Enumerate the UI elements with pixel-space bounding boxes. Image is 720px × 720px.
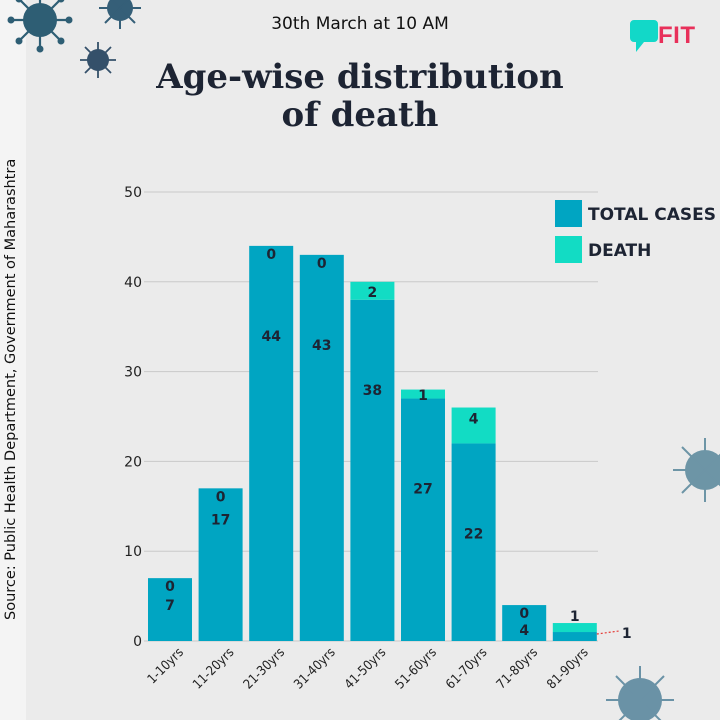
bar-death: [350, 281, 395, 300]
date-subtitle: 30th March at 10 AM: [271, 14, 449, 34]
bar-death: [552, 623, 597, 633]
death-data-label: 0: [519, 606, 529, 622]
logo-text: FIT: [658, 22, 696, 49]
x-tick-label: 81-90yrs: [544, 645, 591, 692]
fit-logo-icon: [630, 20, 658, 52]
legend-swatch: [555, 200, 582, 227]
x-tick-label: 71-80yrs: [494, 645, 541, 692]
total-cases-data-label: 7: [165, 598, 175, 614]
x-tick-label: 41-50yrs: [342, 645, 389, 692]
bar-death: [451, 407, 496, 444]
leader-line: [596, 630, 619, 635]
outside-data-label: 1: [622, 626, 632, 642]
death-data-label: 2: [368, 285, 378, 301]
death-data-label: 0: [165, 579, 175, 595]
y-tick-label: 50: [124, 185, 142, 201]
x-tick-label: 61-70yrs: [443, 645, 490, 692]
bars: [148, 245, 597, 642]
total-cases-data-label: 38: [363, 383, 382, 399]
x-tick-label: 1-10yrs: [145, 645, 187, 687]
legend-swatch: [555, 236, 582, 263]
source-strip: [0, 0, 26, 720]
bar-total-cases: [502, 605, 547, 641]
bar-total-cases: [451, 443, 496, 641]
x-tick-label: 21-30yrs: [241, 645, 288, 692]
death-data-label: 4: [469, 412, 479, 428]
x-tick-label: 31-40yrs: [291, 645, 338, 692]
legend: TOTAL CASES DEATH: [555, 200, 716, 263]
bar-total-cases: [401, 398, 445, 641]
legend-label: TOTAL CASES: [588, 205, 716, 225]
chart-title: Age-wise distribution of death: [120, 58, 600, 134]
title-line-2: of death: [281, 95, 439, 135]
total-cases-data-label: 43: [312, 338, 331, 354]
y-tick-label: 0: [133, 634, 142, 650]
legend-label: DEATH: [588, 241, 651, 261]
death-data-label: 0: [317, 256, 327, 272]
death-data-label: 0: [266, 247, 276, 263]
x-tick-label: 11-20yrs: [190, 645, 237, 692]
x-tick-label: 51-60yrs: [393, 645, 440, 692]
total-cases-data-label: 22: [464, 526, 483, 542]
total-cases-data-label: 17: [211, 512, 230, 528]
bar-total-cases: [552, 632, 597, 641]
bar-total-cases: [249, 245, 294, 641]
bar-death: [401, 389, 445, 399]
total-cases-data-label: 44: [261, 329, 281, 345]
bar-total-cases: [148, 578, 192, 641]
death-data-label: 1: [570, 609, 580, 625]
y-tick-label: 10: [124, 544, 142, 560]
bar-total-cases: [299, 254, 344, 642]
y-tick-label: 20: [124, 454, 142, 470]
bar-total-cases: [350, 299, 395, 641]
title-line-1: Age-wise distribution: [156, 57, 564, 97]
total-cases-data-label: 27: [413, 482, 432, 498]
total-cases-data-label: 4: [519, 623, 529, 639]
y-tick-label: 40: [124, 275, 142, 291]
bar-total-cases: [198, 488, 243, 641]
death-data-label: 0: [216, 489, 226, 505]
y-tick-label: 30: [124, 365, 142, 381]
death-data-label: 1: [418, 388, 428, 404]
